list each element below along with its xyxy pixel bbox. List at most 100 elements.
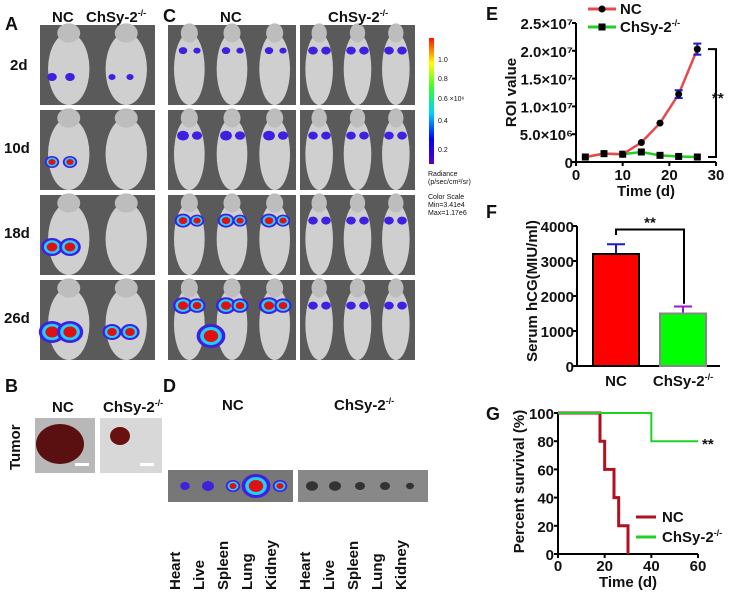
legend-marker xyxy=(598,5,606,13)
organ-label: Heart xyxy=(297,552,314,590)
mouse-head xyxy=(266,23,284,43)
data-point xyxy=(656,151,664,159)
signal-blob xyxy=(308,216,318,225)
signal-blob xyxy=(236,47,244,54)
colorbar-tick: 0.2 xyxy=(438,147,448,154)
data-point xyxy=(581,153,589,161)
mouse xyxy=(216,203,248,275)
panel-d-col-nc: NC xyxy=(222,397,244,414)
signal-blob xyxy=(48,159,56,165)
mouse xyxy=(382,203,410,275)
mouse-head xyxy=(388,108,404,128)
mouse-head xyxy=(114,278,138,298)
y-tick-label: 0 xyxy=(546,547,554,564)
data-point xyxy=(637,139,645,147)
mouse xyxy=(305,288,333,360)
significance-label: ** xyxy=(712,90,724,107)
panel-d-label: D xyxy=(163,376,176,396)
panel-b-label: B xyxy=(5,376,18,396)
signal-blob xyxy=(202,481,214,491)
colorbar-tick: 0.8 xyxy=(438,76,448,83)
signal-blob xyxy=(359,301,369,310)
y-tick-label: 1.5×10⁷ xyxy=(521,72,574,89)
panel-c-col-ko: ChSy-2-/- xyxy=(328,8,388,26)
signal-blob xyxy=(220,301,232,310)
signal-blob xyxy=(359,131,369,140)
mouse xyxy=(305,118,333,190)
panel-b-col-nc: NC xyxy=(52,399,74,416)
mouse-head xyxy=(266,108,284,128)
mouse-head xyxy=(349,193,366,213)
organ-label: Spleen xyxy=(345,541,362,590)
mouse xyxy=(305,203,333,275)
mouse-head xyxy=(180,23,198,43)
tumor-label: Tumor xyxy=(7,424,24,470)
organ xyxy=(306,481,318,491)
tumor-nc xyxy=(36,424,84,464)
mouse-head xyxy=(114,23,138,43)
signal-blob xyxy=(279,47,287,54)
signal-blob xyxy=(126,74,134,80)
x-tick-label: 0 xyxy=(554,558,562,575)
panel-a-label: A xyxy=(5,14,18,34)
mouse xyxy=(259,118,291,190)
mouse xyxy=(382,118,410,190)
legend-label: ChSy-2-/- xyxy=(620,18,680,36)
y-tick-label: 100 xyxy=(529,406,554,423)
signal-blob xyxy=(397,216,407,225)
signal-blob xyxy=(177,301,189,310)
mouse xyxy=(105,203,147,275)
significance-label: ** xyxy=(702,436,714,453)
bar-chsy2 xyxy=(659,312,707,367)
signal-blob xyxy=(264,217,274,225)
panel-g-label: G xyxy=(486,404,500,424)
tumor-ko xyxy=(110,427,130,445)
mouse xyxy=(173,33,205,105)
signal-blob xyxy=(359,216,369,225)
colorbar-min: Min=3.41e4 xyxy=(428,202,465,209)
organ-label: Live xyxy=(321,560,338,590)
signal-blob xyxy=(321,301,331,310)
signal-blob xyxy=(263,301,275,310)
signal-blob xyxy=(125,328,135,336)
signal-blob xyxy=(308,301,318,310)
y-tick-label: 1000 xyxy=(541,324,574,341)
mouse-head xyxy=(180,193,198,213)
x-tick-label: 30 xyxy=(708,167,725,184)
y-axis-label: Serum hCG(MIU/ml) xyxy=(524,220,541,362)
mouse xyxy=(216,33,248,105)
signal-blob xyxy=(264,47,274,55)
signal-blob xyxy=(220,130,232,141)
mouse-head xyxy=(180,278,198,298)
mouse xyxy=(173,118,205,190)
data-point xyxy=(675,152,683,160)
survival-curve-nc xyxy=(558,411,630,554)
signal-blob xyxy=(193,47,201,54)
signal-blob xyxy=(384,301,394,310)
mouse-head xyxy=(223,193,241,213)
colorbar-unit: Radiance xyxy=(428,171,458,178)
colorbar-unit: (p/sec/cm²/sr) xyxy=(428,179,471,186)
mouse-head xyxy=(114,108,138,128)
panel-a-col-nc: NC xyxy=(52,9,74,26)
signal-blob xyxy=(277,131,289,140)
mouse xyxy=(105,288,147,360)
organ-labels: Heart Heart Live Live Spleen Spleen Lung Lung Ki… xyxy=(167,539,410,590)
organ-label: Kidney xyxy=(263,539,280,590)
organ xyxy=(329,481,341,491)
y-tick-label: 0 xyxy=(565,155,573,172)
mouse xyxy=(343,288,372,360)
signal-blob xyxy=(191,131,203,140)
data-point xyxy=(619,150,627,158)
organ-label: Lung xyxy=(369,553,386,590)
y-tick-label: 2000 xyxy=(541,289,574,306)
y-tick-label: 1.0×10⁷ xyxy=(521,99,574,116)
chart-e: 0 5.0×10⁶ 1.0×10⁷ 1.5×10⁷ 2.0×10⁷ 2.5×10⁷ 0 10 2… xyxy=(503,1,724,200)
signal-blob xyxy=(108,74,116,80)
mouse xyxy=(259,203,291,275)
mouse-head xyxy=(266,278,284,298)
organ-label: Kidney xyxy=(393,539,410,590)
mouse xyxy=(173,203,205,275)
significance-bracket xyxy=(615,228,685,304)
